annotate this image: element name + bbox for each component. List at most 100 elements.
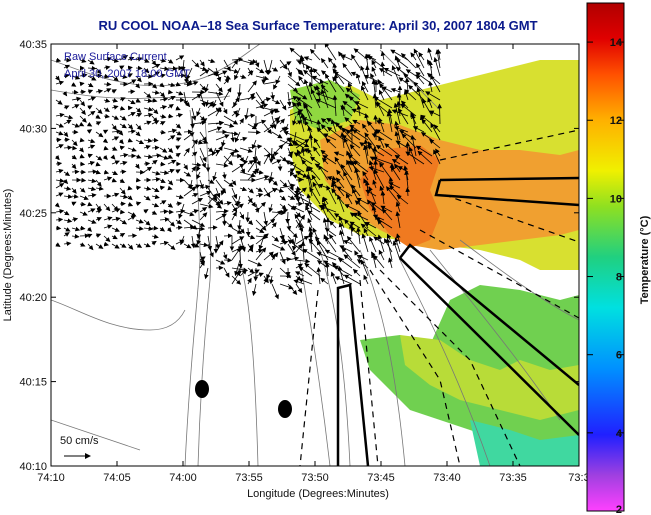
current-vector [408,146,417,165]
current-vector [307,210,321,221]
current-vector [127,73,133,78]
current-vector [175,130,182,136]
current-vector [247,129,261,135]
current-vector [55,209,65,214]
current-vector [95,67,102,75]
current-vector [308,133,314,149]
current-vector [255,233,269,245]
current-vector [127,202,134,207]
current-vector [420,114,433,125]
current-vector [135,113,143,118]
current-vector [196,163,201,172]
current-vector [298,278,313,285]
current-vector [378,89,385,101]
current-vector [410,52,417,61]
current-vector [127,79,137,85]
current-vector [135,139,145,145]
current-vector [167,154,174,159]
current-vector [322,155,337,165]
current-vector [231,236,245,245]
current-vector [159,82,165,88]
current-vector [191,166,197,173]
current-vector [287,239,305,253]
current-vector [271,283,279,300]
current-vector [271,243,286,251]
current-vector [343,274,361,285]
current-vector [255,75,270,81]
current-vector [207,195,221,206]
x-tick-label: 74:00 [169,472,197,484]
current-vector [119,232,126,238]
current-vector [127,99,136,105]
current-vector [103,98,111,103]
current-vector [151,234,159,239]
current-vector [389,185,401,197]
current-vector [307,148,313,157]
sst-cyan-patch [470,420,579,466]
current-vector [143,154,153,160]
current-vector [329,233,337,245]
current-vector [271,131,283,139]
current-vector [255,187,263,192]
current-vector [167,135,176,141]
current-vector [207,235,213,251]
current-vector [119,145,125,151]
current-vector [291,235,297,251]
current-vector [427,97,433,109]
current-vector [95,243,104,249]
current-vector [175,201,183,207]
current-vector [231,179,237,186]
current-vector [271,179,278,186]
current-vector [190,115,195,129]
current-vector [199,155,206,169]
current-vector [159,200,167,205]
current-vector [103,88,112,93]
current-vector [175,113,183,118]
current-vector [79,99,86,107]
current-vector [55,130,64,136]
current-vector [55,168,64,174]
current-vector [55,123,65,128]
x-axis-label: Longitude (Degrees:Minutes) [247,488,389,500]
current-vector [199,190,212,197]
current-vector [79,73,88,78]
current-vector [186,67,193,80]
current-vector [127,185,133,191]
current-vector [324,44,337,61]
current-vector [298,222,305,245]
current-vector [143,112,154,118]
current-vector [354,101,369,109]
current-vector [342,100,353,109]
current-vector [223,267,230,278]
current-vector [231,163,245,173]
current-vector [220,187,226,196]
current-vector [223,67,239,74]
current-vector [271,235,280,242]
current-vector [215,240,224,253]
current-vector [420,132,433,141]
current-vector [312,181,321,197]
current-vector [119,187,126,195]
current-vector [287,95,298,101]
current-vector [79,211,88,216]
current-vector [167,66,178,71]
current-vector [119,194,129,200]
current-vector [344,204,361,213]
current-vector [102,138,109,144]
current-vector [79,201,86,207]
current-vector [159,58,167,63]
current-vector [430,74,441,93]
current-vector [143,166,153,173]
current-vector [344,117,353,125]
current-vector [231,110,239,117]
current-vector [118,139,124,145]
current-vector [143,138,153,143]
current-vector [287,168,296,173]
current-vector [175,123,182,129]
current-vector [127,56,135,62]
current-vector [378,249,385,261]
current-vector [395,58,409,69]
current-vector [199,206,208,213]
current-vector [299,54,305,69]
current-vector [433,149,441,165]
